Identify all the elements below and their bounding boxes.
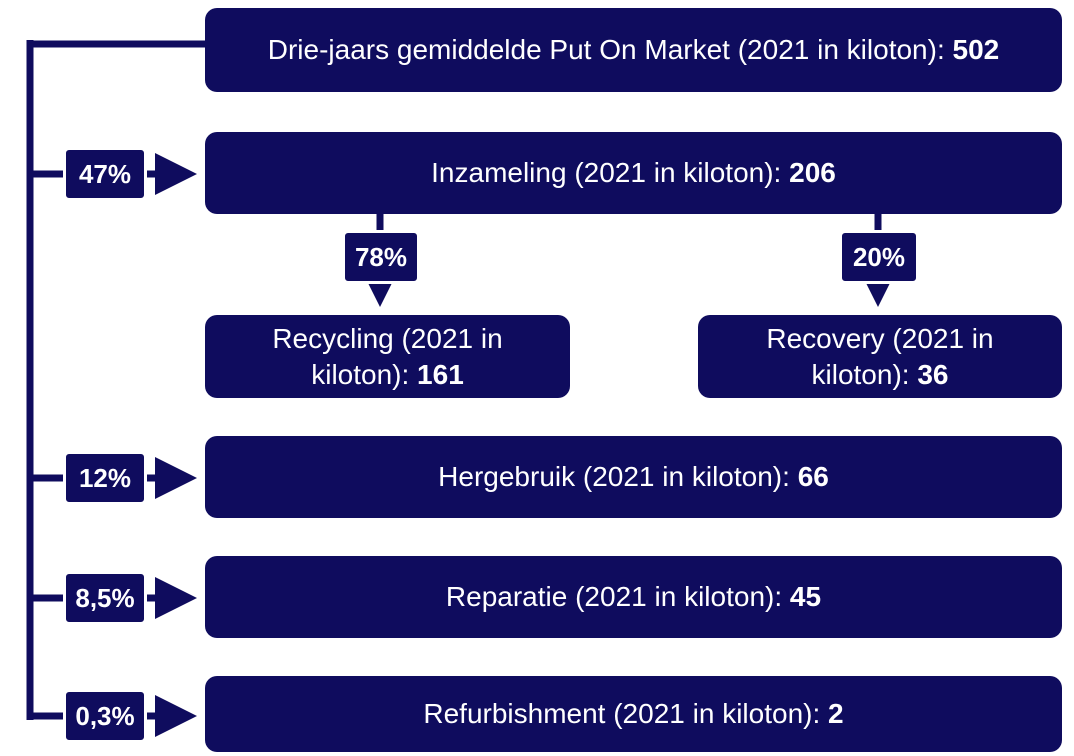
node: Reparatie (2021 in kiloton): 45 [205,556,1062,638]
node: Drie-jaars gemiddelde Put On Market (202… [205,8,1062,92]
node: Recycling (2021 in kiloton): 161 [205,315,570,398]
node-value: 206 [789,157,836,188]
node: Recovery (2021 in kiloton): 36 [698,315,1062,398]
node-value: 66 [797,461,829,492]
node-label: Hergebruik (2021 in kiloton): [438,461,790,492]
node-label: Recovery (2021 in kiloton): [766,322,994,390]
edge-label: 20% [839,230,919,284]
edge-label: 12% [63,451,147,505]
node-value: 36 [917,358,949,390]
node-label: Recycling (2021 in kiloton): [272,322,503,390]
edge-label: 47% [63,147,147,201]
edge-label: 0,3% [63,689,147,743]
node-label: Inzameling (2021 in kiloton): [431,157,782,188]
node-label: Refurbishment (2021 in kiloton): [423,698,821,729]
node-value: 2 [828,698,844,729]
trunk-line [26,40,205,720]
edge-label: 8,5% [63,571,147,625]
node-value: 45 [789,581,822,612]
edge-label: 78% [342,230,420,284]
node-label: Drie-jaars gemiddelde Put On Market (202… [267,34,945,65]
node-value: 502 [952,34,1000,65]
node: Refurbishment (2021 in kiloton): 2 [205,676,1062,752]
node: Hergebruik (2021 in kiloton): 66 [205,436,1062,518]
node-value: 161 [417,358,464,390]
node: Inzameling (2021 in kiloton): 206 [205,132,1062,214]
node-label: Reparatie (2021 in kiloton): [445,581,783,612]
